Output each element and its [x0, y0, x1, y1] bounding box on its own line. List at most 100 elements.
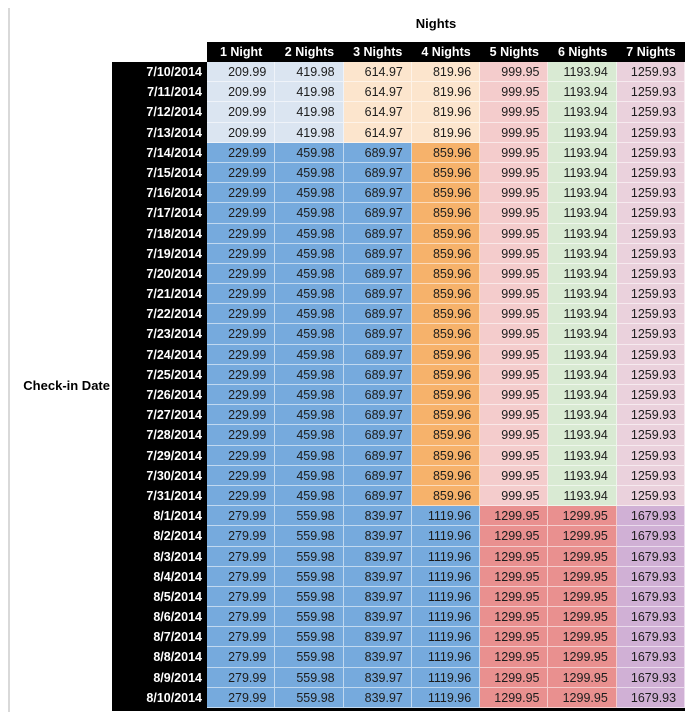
data-cell[interactable]: 1299.95 — [548, 526, 617, 547]
data-cell[interactable]: 459.98 — [275, 344, 344, 365]
data-cell[interactable]: 459.98 — [275, 304, 344, 325]
column-header-cell[interactable]: 7 Nights — [616, 42, 686, 62]
data-cell[interactable]: 859.96 — [411, 243, 481, 264]
data-cell[interactable]: 459.98 — [275, 405, 344, 426]
data-cell[interactable]: 459.98 — [275, 425, 344, 446]
data-cell[interactable]: 1259.93 — [616, 485, 686, 507]
data-cell[interactable]: 229.99 — [207, 344, 276, 365]
data-cell[interactable]: 1299.95 — [480, 627, 549, 648]
row-header-cell[interactable]: 7/25/2014 — [112, 364, 207, 385]
data-cell[interactable]: 1193.94 — [548, 385, 617, 406]
data-cell[interactable]: 419.98 — [275, 122, 344, 143]
data-cell[interactable]: 999.95 — [480, 445, 549, 466]
data-cell[interactable]: 999.95 — [480, 183, 549, 204]
row-header-cell[interactable]: 7/20/2014 — [112, 263, 207, 285]
data-cell[interactable]: 559.98 — [275, 667, 344, 688]
data-cell[interactable]: 689.97 — [343, 465, 412, 486]
data-cell[interactable]: 859.96 — [411, 162, 481, 184]
data-cell[interactable]: 279.99 — [207, 566, 276, 587]
data-cell[interactable]: 859.96 — [411, 263, 481, 285]
data-cell[interactable]: 559.98 — [275, 526, 344, 547]
data-cell[interactable]: 279.99 — [207, 667, 276, 688]
data-cell[interactable]: 1119.96 — [411, 586, 481, 608]
data-cell[interactable]: 1299.95 — [480, 526, 549, 547]
row-header-cell[interactable]: 7/29/2014 — [112, 445, 207, 466]
data-cell[interactable]: 1193.94 — [548, 344, 617, 365]
data-cell[interactable]: 999.95 — [480, 405, 549, 426]
data-cell[interactable]: 1299.95 — [548, 627, 617, 648]
data-cell[interactable]: 459.98 — [275, 263, 344, 285]
data-cell[interactable]: 689.97 — [343, 324, 412, 345]
data-cell[interactable]: 1259.93 — [616, 304, 686, 325]
data-cell[interactable]: 1259.93 — [616, 183, 686, 204]
data-cell[interactable]: 1299.95 — [548, 506, 617, 527]
data-cell[interactable]: 999.95 — [480, 223, 549, 244]
data-cell[interactable]: 1119.96 — [411, 546, 481, 567]
data-cell[interactable]: 839.97 — [343, 526, 412, 547]
data-cell[interactable]: 459.98 — [275, 203, 344, 224]
row-header-cell[interactable]: 7/16/2014 — [112, 183, 207, 204]
data-cell[interactable]: 689.97 — [343, 223, 412, 244]
column-header-cell[interactable]: 3 Nights — [343, 42, 412, 62]
data-cell[interactable]: 229.99 — [207, 284, 276, 305]
data-cell[interactable]: 839.97 — [343, 687, 412, 708]
data-cell[interactable]: 1299.95 — [548, 566, 617, 587]
data-cell[interactable]: 859.96 — [411, 344, 481, 365]
data-cell[interactable]: 1119.96 — [411, 566, 481, 587]
data-cell[interactable]: 229.99 — [207, 405, 276, 426]
data-cell[interactable]: 229.99 — [207, 485, 276, 507]
data-cell[interactable]: 1119.96 — [411, 627, 481, 648]
data-cell[interactable]: 1119.96 — [411, 607, 481, 628]
data-cell[interactable]: 859.96 — [411, 203, 481, 224]
data-cell[interactable]: 1193.94 — [548, 183, 617, 204]
data-cell[interactable]: 1299.95 — [548, 546, 617, 567]
data-cell[interactable]: 229.99 — [207, 243, 276, 264]
row-header-cell[interactable]: 8/8/2014 — [112, 647, 207, 668]
data-cell[interactable]: 559.98 — [275, 506, 344, 527]
data-cell[interactable]: 459.98 — [275, 385, 344, 406]
data-cell[interactable]: 1193.94 — [548, 364, 617, 385]
data-cell[interactable]: 229.99 — [207, 162, 276, 184]
data-cell[interactable]: 459.98 — [275, 162, 344, 184]
row-header-cell[interactable]: 7/22/2014 — [112, 304, 207, 325]
data-cell[interactable]: 1259.93 — [616, 162, 686, 184]
row-header-cell[interactable]: 8/2/2014 — [112, 526, 207, 547]
data-cell[interactable]: 559.98 — [275, 647, 344, 668]
data-cell[interactable]: 689.97 — [343, 485, 412, 507]
data-cell[interactable]: 1299.95 — [480, 607, 549, 628]
data-cell[interactable]: 614.97 — [343, 102, 412, 123]
data-cell[interactable]: 1193.94 — [548, 223, 617, 244]
data-cell[interactable]: 859.96 — [411, 142, 481, 163]
data-cell[interactable]: 459.98 — [275, 465, 344, 486]
data-cell[interactable]: 839.97 — [343, 647, 412, 668]
row-header-cell[interactable]: 7/11/2014 — [112, 82, 207, 103]
row-header-cell[interactable]: 7/14/2014 — [112, 142, 207, 163]
data-cell[interactable]: 999.95 — [480, 62, 549, 83]
data-cell[interactable]: 614.97 — [343, 62, 412, 83]
data-cell[interactable]: 614.97 — [343, 82, 412, 103]
data-cell[interactable]: 859.96 — [411, 425, 481, 446]
data-cell[interactable]: 1193.94 — [548, 263, 617, 285]
data-cell[interactable]: 999.95 — [480, 243, 549, 264]
data-cell[interactable]: 279.99 — [207, 546, 276, 567]
data-cell[interactable]: 229.99 — [207, 465, 276, 486]
data-cell[interactable]: 859.96 — [411, 183, 481, 204]
data-cell[interactable]: 999.95 — [480, 162, 549, 184]
data-cell[interactable]: 1259.93 — [616, 62, 686, 83]
data-cell[interactable]: 1299.95 — [548, 607, 617, 628]
data-cell[interactable]: 1259.93 — [616, 425, 686, 446]
data-cell[interactable]: 999.95 — [480, 122, 549, 143]
data-cell[interactable]: 859.96 — [411, 223, 481, 244]
data-cell[interactable]: 1259.93 — [616, 223, 686, 244]
data-cell[interactable]: 999.95 — [480, 304, 549, 325]
data-cell[interactable]: 1679.93 — [616, 566, 686, 587]
data-cell[interactable]: 689.97 — [343, 142, 412, 163]
row-header-cell[interactable]: 7/24/2014 — [112, 344, 207, 365]
data-cell[interactable]: 999.95 — [480, 465, 549, 486]
data-cell[interactable]: 689.97 — [343, 425, 412, 446]
data-cell[interactable]: 279.99 — [207, 526, 276, 547]
data-cell[interactable]: 839.97 — [343, 607, 412, 628]
column-header-cell[interactable]: 2 Nights — [275, 42, 344, 62]
data-cell[interactable]: 1193.94 — [548, 425, 617, 446]
row-header-cell[interactable]: 8/5/2014 — [112, 586, 207, 608]
